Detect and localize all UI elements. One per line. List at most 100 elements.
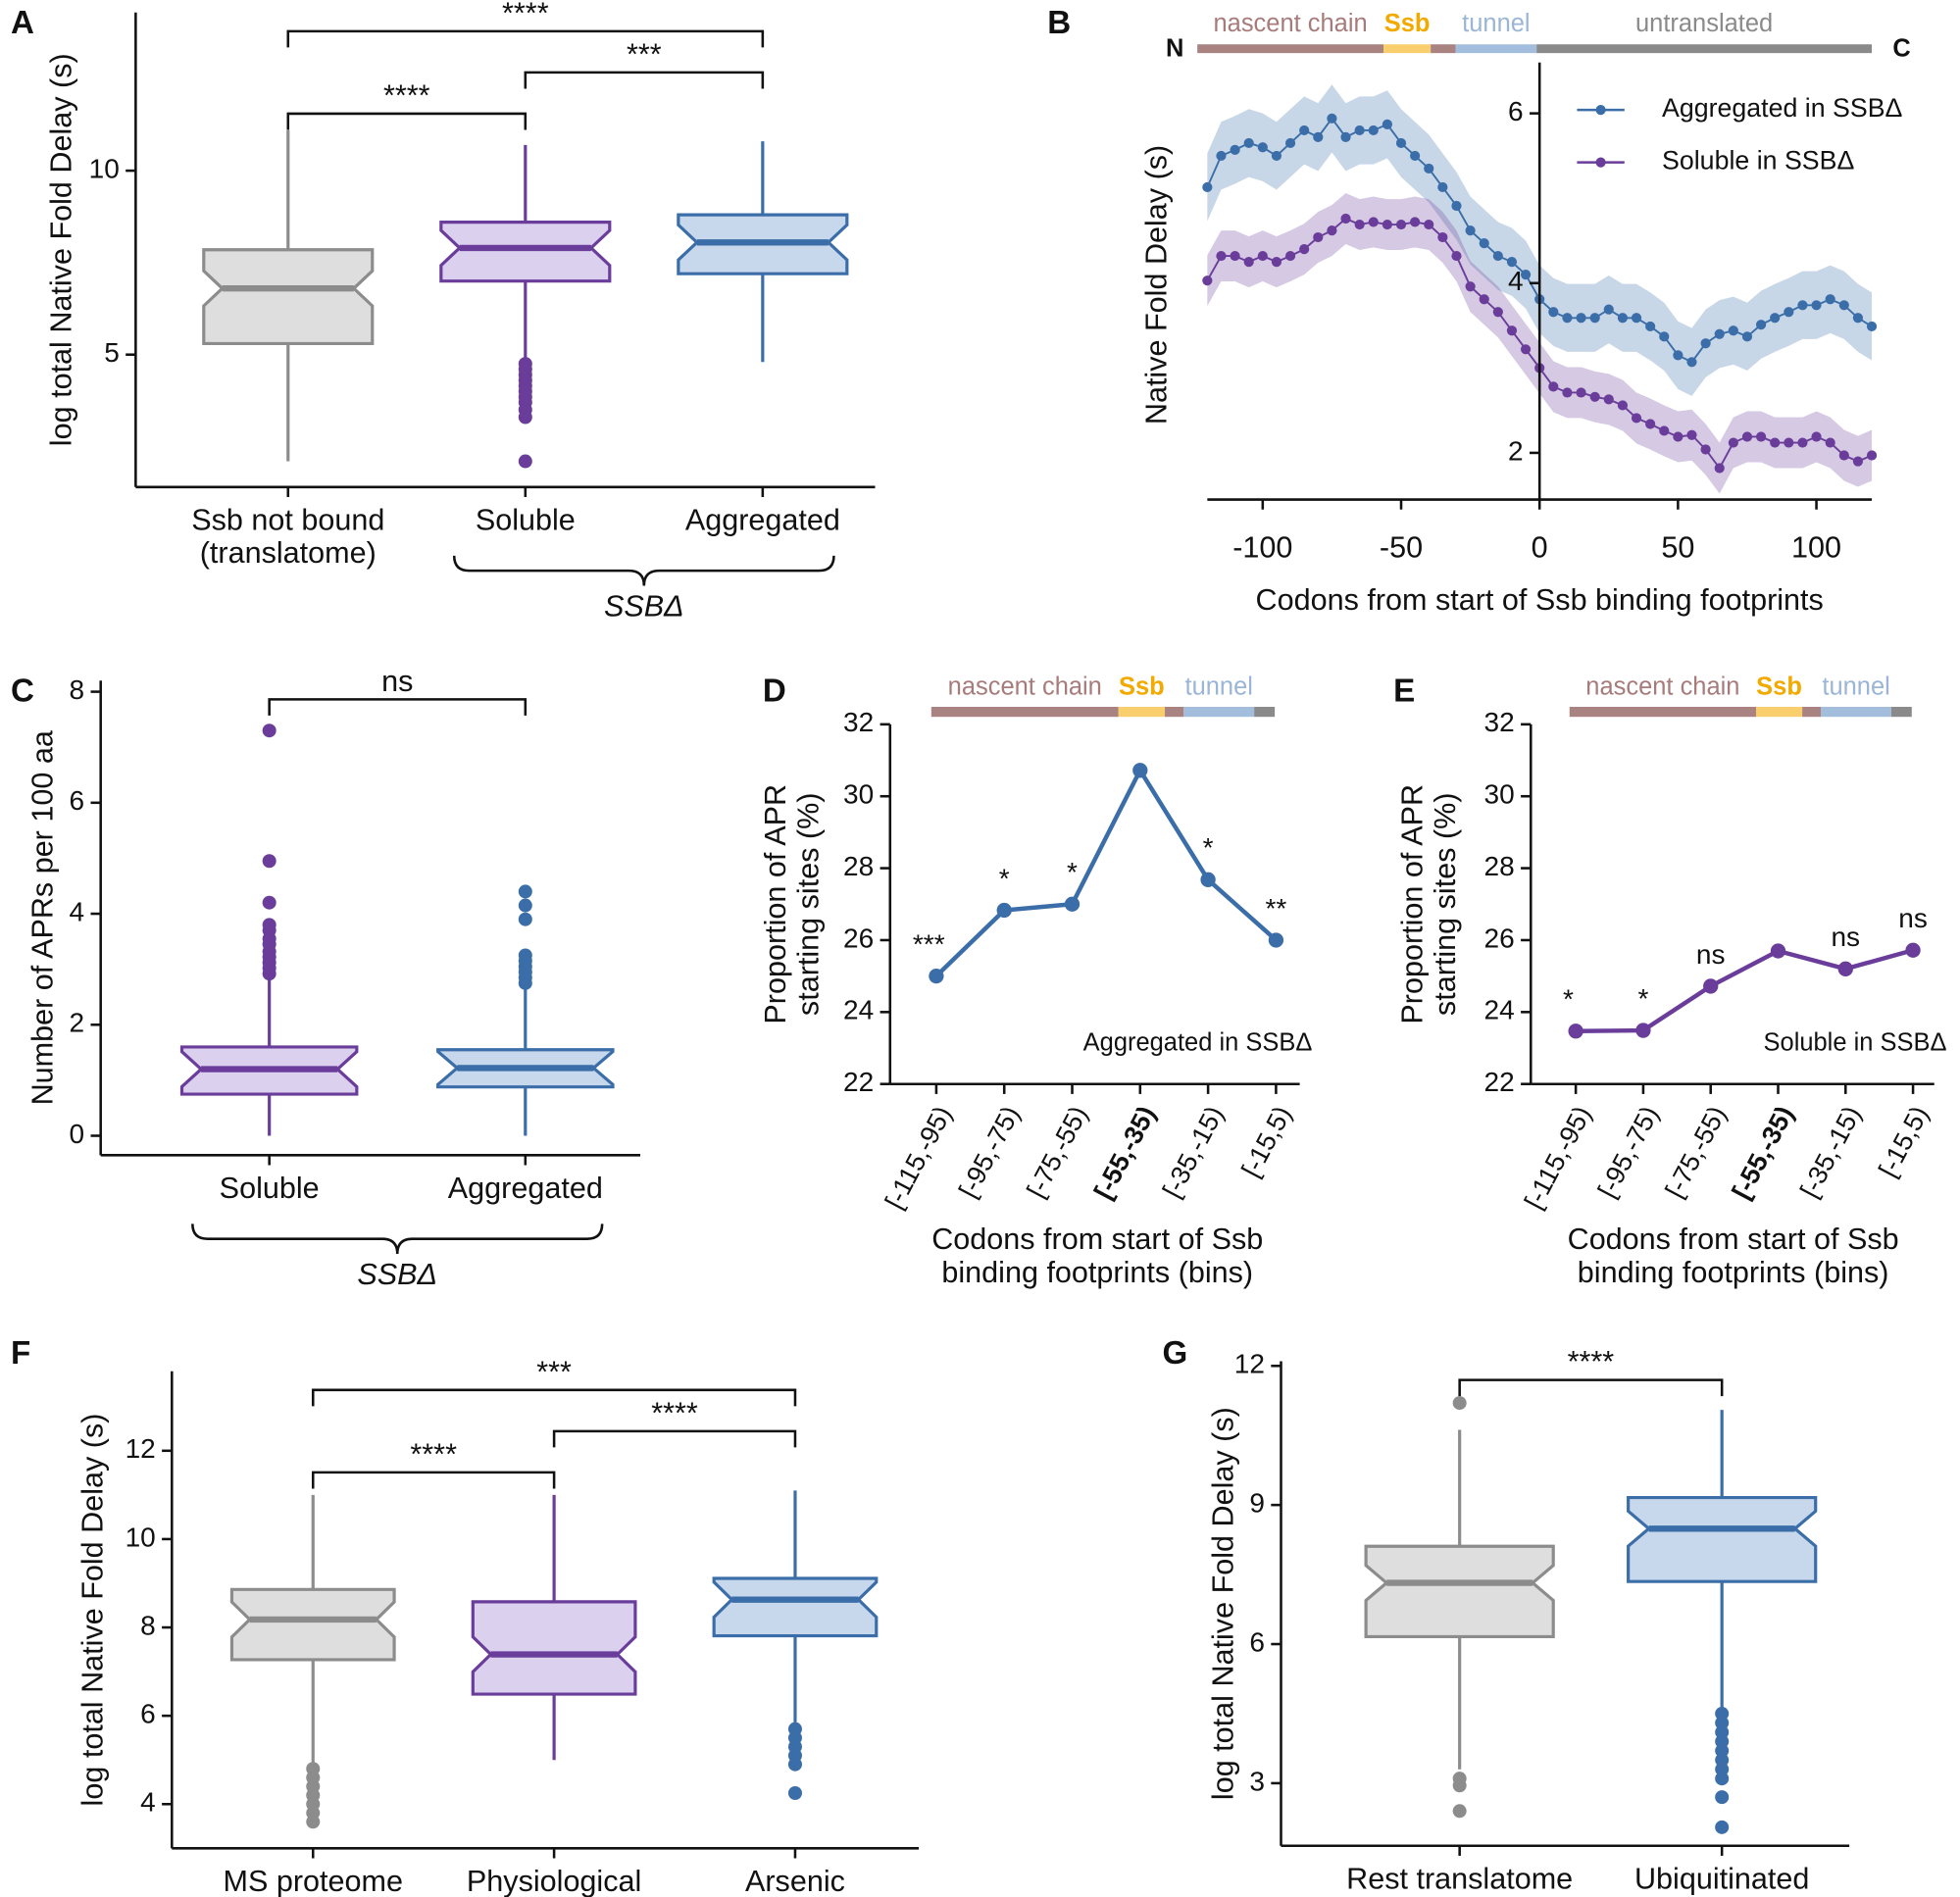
data-point [1811,300,1822,311]
x-tick-label: Rest translatome [1346,1863,1573,1896]
y-tick-label: 8 [70,674,85,705]
data-point [1340,131,1351,142]
y-tick-label: 32 [843,707,874,737]
y-tick-label: 12 [1234,1349,1265,1379]
y-tick-label: 24 [1484,995,1515,1025]
confidence-band [1207,84,1873,396]
x-tick-label: -100 [1232,531,1292,565]
significance-bracket [286,112,528,130]
data-point [1230,144,1240,155]
data-point [1382,119,1392,129]
significance-label: * [999,863,1010,893]
x-tick-label: Aggregated [685,504,840,537]
box [229,1587,396,1662]
data-point [1576,313,1586,324]
data-point [1770,943,1786,959]
inset-label: Aggregated in SSBΔ [1083,1029,1313,1057]
y-tick-label: 12 [126,1433,156,1464]
box [439,221,612,283]
x-tick-label: 0 [1532,531,1548,565]
data-point [1465,281,1476,292]
data-point [1838,300,1849,311]
data-point [1271,150,1282,162]
data-point [1382,219,1392,230]
region-bar [1802,707,1822,718]
data-point [1741,331,1753,342]
data-point [996,902,1012,919]
significance-bracket [311,1388,797,1407]
x-axis-label: Codons from start of Ssb binding footprin… [931,1223,1263,1289]
data-point [1797,300,1808,311]
box [202,248,375,346]
y-tick-label: 2 [1508,435,1524,466]
data-point [1811,431,1822,442]
data-point [1797,437,1808,448]
data-point [1313,231,1324,243]
y-tick-label: 0 [70,1119,85,1149]
data-point [1852,313,1864,324]
region-bar [1821,707,1891,718]
outlier [518,410,532,424]
region-label: untranslated [1635,10,1773,37]
data-point [1257,142,1268,153]
x-tick-label: 50 [1661,531,1694,565]
data-point [1631,413,1642,424]
outlier [1452,1804,1467,1819]
y-tick-label: 26 [1484,923,1515,953]
panel-letter: E [1393,674,1415,710]
y-tick-label: 6 [1508,96,1524,126]
data-point [1548,381,1559,392]
group-brace [191,1223,604,1255]
region-bar [1755,707,1803,718]
significance-bracket [286,29,765,48]
significance-label: ns [1696,939,1726,970]
data-point [1271,257,1282,268]
data-point [1368,217,1379,227]
x-tick-label: Soluble [476,504,576,537]
data-point [1673,431,1684,442]
data-point [1673,350,1684,361]
significance-label: *** [913,928,945,959]
y-tick-label: 28 [1484,851,1515,881]
region-bar [1569,707,1756,718]
significance-label: *** [627,37,662,71]
outlier [1715,1772,1730,1786]
y-axis-label: Proportion of APRstarting sites (%) [1396,784,1463,1024]
data-point [1645,419,1656,429]
data-point [1064,896,1081,912]
y-tick-label: 4 [70,896,85,926]
y-axis-label: log total Native Fold Delay (s) [45,53,78,446]
y-tick-label: 22 [843,1067,874,1097]
significance-label: * [1637,983,1648,1014]
significance-label: ns [1831,922,1860,952]
x-tick-label: Arsenic [745,1865,845,1897]
data-point [1492,250,1503,262]
data-point [1520,344,1532,355]
data-point [1354,125,1365,136]
region-label: nascent chain [948,674,1102,701]
box [1364,1544,1555,1639]
region-bar [1254,707,1276,718]
data-point [1216,250,1227,262]
region-bar [1455,44,1537,54]
data-point [1686,357,1697,368]
outlier [1452,1396,1467,1411]
panel-letter: A [11,5,34,41]
x-axis-label: Codons from start of Ssb binding footprin… [1568,1223,1899,1289]
significance-bracket [1458,1378,1724,1397]
region-label: Ssb [1756,674,1802,701]
data-point [1714,463,1725,474]
outlier [262,918,276,932]
significance-label: * [1203,832,1214,863]
y-axis-label: Proportion of APRstarting sites (%) [759,784,826,1024]
region-label: nascent chain [1585,674,1739,701]
x-tick-label: Physiological [467,1865,641,1897]
significance-label: **** [410,1437,457,1471]
data-point [1741,431,1753,442]
data-point [1784,307,1794,318]
data-point [1340,213,1351,225]
group-label: SSBΔ [357,1258,437,1291]
significance-label: ns [1898,903,1928,933]
outlier [787,1757,802,1772]
